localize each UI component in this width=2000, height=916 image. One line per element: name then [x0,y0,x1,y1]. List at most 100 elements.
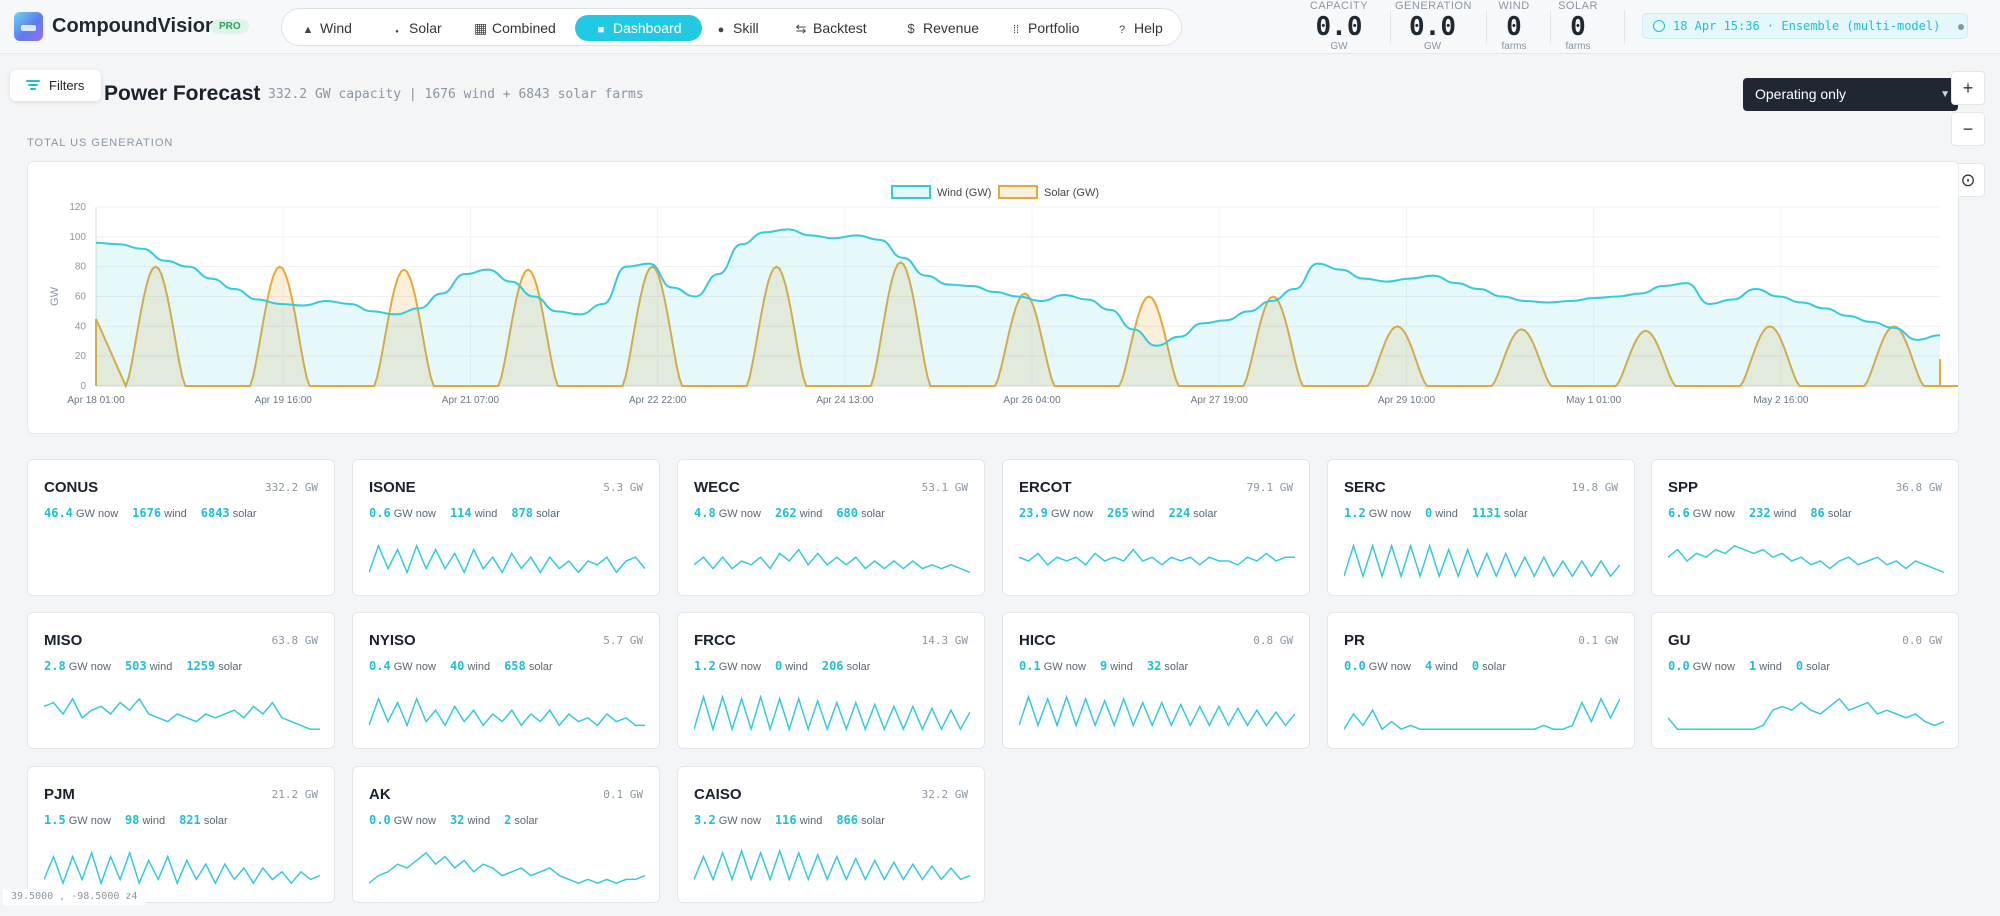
sparkline-path [694,694,970,732]
nav-tab-solar[interactable]: ● Solar [391,15,442,41]
region-solar-count: 821 [179,813,201,827]
y-axis-label: GW [49,286,61,306]
region-name: HICC [1019,632,1056,649]
x-tick-label: Apr 24 13:00 [816,395,874,406]
region-solar-count: 0 [1471,659,1480,673]
region-card-hicc[interactable]: HICC 0.8 GW 0.1 GW now 9 wind 32 solar [1002,612,1310,749]
region-gw-now: 3.2 [694,813,716,827]
stat-generation: GENERATION 0.0 GW [1395,0,1472,52]
region-capacity: 36.8 GW [1895,481,1942,494]
region-solar-count: 658 [504,659,526,673]
region-card-miso[interactable]: MISO 63.8 GW 2.8 GW now 503 wind 1259 solar [27,612,335,749]
nav-tab-help[interactable]: ? Help [1116,15,1163,41]
region-wind-count: 0 [1424,506,1433,520]
region-sparkline [1019,548,1295,566]
dollar-icon: $ [907,21,915,36]
status-dot [1958,24,1964,30]
region-card-pr[interactable]: PR 0.1 GW 0.0 GW now 4 wind 0 solar [1327,612,1635,749]
filter-icon [26,80,40,91]
app-logo [14,12,43,41]
region-wind-count: 1 [1748,659,1757,673]
portfolio-icon: ⁞⁞ [1012,24,1020,36]
region-capacity: 0.8 GW [1253,634,1293,647]
region-solar-count: 224 [1168,506,1191,520]
y-tick-label: 100 [69,232,86,243]
region-card-serc[interactable]: SERC 19.8 GW 1.2 GW now 0 wind 1131 solar [1327,459,1635,596]
region-wind-count: 98 [124,813,140,827]
region-gw-now: 6.6 [1668,506,1690,520]
region-card-wecc[interactable]: WECC 53.1 GW 4.8 GW now 262 wind 680 solar [677,459,985,596]
filters-button[interactable]: Filters [10,70,101,101]
chevron-down-icon: ▼ [1940,89,1950,100]
region-card-caiso[interactable]: CAISO 32.2 GW 3.2 GW now 116 wind 866 solar [677,766,985,903]
nav-tab-backtest[interactable]: ⇆ Backtest [795,15,867,41]
x-tick-label: Apr 26 04:00 [1003,395,1061,406]
sparkline-path [1668,697,1944,730]
region-solar-count: 0 [1795,659,1804,673]
region-gw-now: 23.9 [1019,506,1048,520]
region-wind-count: 262 [774,506,797,520]
region-card-ak[interactable]: AK 0.1 GW 0.0 GW now 32 wind 2 solar [352,766,660,903]
sparkline-path [44,850,320,886]
region-solar-count: 1259 [186,659,216,673]
region-solar-count: 32 [1146,659,1162,673]
swap-arrows-icon: ⇆ [795,21,807,36]
stat-divider [1550,10,1551,44]
region-sparkline [1344,543,1620,579]
nav-tab-revenue[interactable]: $ Revenue [905,15,979,41]
region-card-spp[interactable]: SPP 36.8 GW 6.6 GW now 232 wind 86 solar [1651,459,1959,596]
nav-tab-portfolio[interactable]: ⁞⁞ Portfolio [1010,15,1079,41]
region-card-isone[interactable]: ISONE 5.3 GW 0.6 GW now 114 wind 878 solar [352,459,660,596]
region-sparkline [369,543,645,575]
sparkline-path [1019,694,1295,728]
region-name: NYISO [369,632,416,649]
region-solar-count: 206 [821,659,844,673]
region-wind-count: 4 [1424,659,1433,673]
region-stats: 6.6 GW now 232 wind 86 solar [1668,506,1852,520]
region-solar-count: 1131 [1471,506,1501,520]
stat-divider [1390,10,1391,44]
region-gw-now: 0.6 [369,506,391,520]
region-stats: 1.2 GW now 0 wind 206 solar [694,659,871,673]
region-card-conus[interactable]: CONUS 332.2 GW 46.4 GW now 1676 wind 6843 so… [27,459,335,596]
region-name: PR [1344,632,1365,649]
nav-tab-skill[interactable]: ● Skill [715,15,759,41]
solar-line [95,260,1958,389]
nav-tab-dashboard[interactable]: ■ Dashboard [575,15,702,41]
y-tick-label: 20 [75,351,87,362]
region-card-ercot[interactable]: ERCOT 79.1 GW 23.9 GW now 265 wind 224 solar [1002,459,1310,596]
x-tick-label: Apr 29 10:00 [1378,395,1436,406]
region-stats: 0.6 GW now 114 wind 878 solar [369,506,560,520]
region-gw-now: 0.0 [1344,659,1366,673]
solar-area [96,262,1958,386]
x-tick-label: Apr 21 07:00 [442,395,500,406]
region-wind-count: 32 [449,813,465,827]
region-wind-count: 0 [774,659,783,673]
status-filter-select[interactable]: Operating only ▼ [1743,78,1958,111]
region-card-nyiso[interactable]: NYISO 5.7 GW 0.4 GW now 40 wind 658 solar [352,612,660,749]
x-tick-label: Apr 18 01:00 [67,395,125,406]
zoom-in-button[interactable]: + [1951,71,1985,105]
region-stats: 0.0 GW now 32 wind 2 solar [369,813,539,827]
nav-tab-combined[interactable]: ▦ Combined [474,15,556,41]
sparkline-path [369,696,645,728]
forecast-timestamp[interactable]: 18 Apr 15:36 · Ensemble (multi-model) [1642,13,1968,39]
region-wind-count: 1676 [132,506,162,520]
sparkline-path [44,697,320,730]
region-card-frcc[interactable]: FRCC 14.3 GW 1.2 GW now 0 wind 206 solar [677,612,985,749]
wind-line [95,228,1941,347]
region-card-pjm[interactable]: PJM 21.2 GW 1.5 GW now 98 wind 821 solar [27,766,335,903]
pro-badge: PRO [211,19,249,34]
region-gw-now: 1.2 [1344,506,1366,520]
zoom-out-button[interactable]: − [1951,112,1985,146]
x-tick-label: Apr 22 22:00 [629,395,687,406]
region-wind-count: 114 [449,506,472,520]
stat-divider [1486,10,1487,44]
nav-tab-wind[interactable]: ▲ Wind [302,15,352,41]
region-card-gu[interactable]: GU 0.0 GW 0.0 GW now 1 wind 0 solar [1651,612,1959,749]
region-gw-now: 0.1 [1019,659,1041,673]
region-stats: 46.4 GW now 1676 wind 6843 solar [44,506,257,520]
region-sparkline [1019,694,1295,728]
region-gw-now: 2.8 [44,659,66,673]
total-generation-chart: 0 20 40 60 80 100 120 Apr 18 01:00 Apr 19 16:00 A… [27,161,1959,434]
